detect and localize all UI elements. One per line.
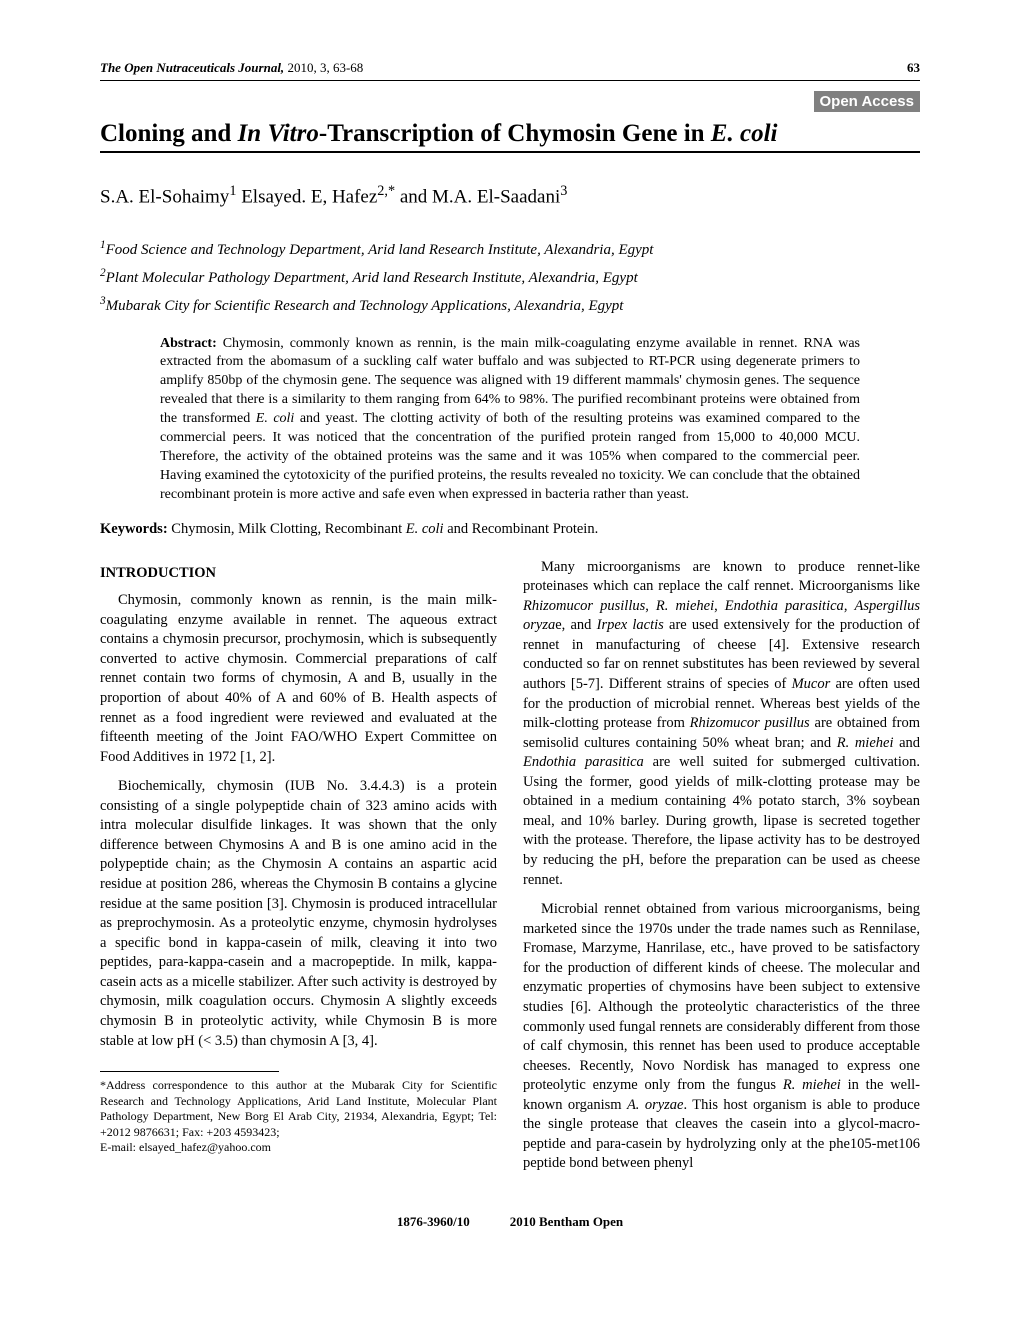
- authors: S.A. El-Sohaimy1 Elsayed. E, Hafez2,* an…: [100, 183, 920, 208]
- article-title: Cloning and In Vitro-Transcription of Ch…: [100, 118, 920, 149]
- abstract-text: Chymosin, commonly known as rennin, is t…: [160, 336, 860, 502]
- keywords-line: Keywords: Chymosin, Milk Clotting, Recom…: [100, 521, 920, 538]
- open-access-wrap: Open Access: [100, 91, 920, 112]
- header-rule: [100, 80, 920, 81]
- correspondence: *Address correspondence to this author a…: [100, 1078, 497, 1156]
- title-part-1: Cloning and: [100, 120, 238, 147]
- title-italic-2: E. coli: [711, 120, 778, 147]
- section-heading-introduction: INTRODUCTION: [100, 564, 497, 584]
- page: The Open Nutraceuticals Journal, 2010, 3…: [0, 0, 1020, 1270]
- left-column: INTRODUCTION Chymosin, commonly known as…: [100, 558, 497, 1184]
- body-columns: INTRODUCTION Chymosin, commonly known as…: [100, 558, 920, 1184]
- paragraph: Many microorganisms are known to produce…: [523, 558, 920, 891]
- affiliation-3: 3Mubarak City for Scientific Research an…: [100, 295, 920, 315]
- keywords-text: Chymosin, Milk Clotting, Recombinant E. …: [168, 521, 599, 537]
- footer: 1876-3960/10 2010 Bentham Open: [100, 1214, 920, 1230]
- footer-issn: 1876-3960/10: [397, 1214, 470, 1230]
- title-rule: [100, 151, 920, 153]
- right-column: Many microorganisms are known to produce…: [523, 558, 920, 1184]
- abstract-label: Abstract:: [160, 336, 217, 351]
- paragraph: Chymosin, commonly known as rennin, is t…: [100, 591, 497, 767]
- title-italic-1: In Vitro: [238, 120, 319, 147]
- affiliation-1: 1Food Science and Technology Department,…: [100, 239, 920, 259]
- running-header: The Open Nutraceuticals Journal, 2010, 3…: [100, 60, 920, 76]
- paragraph: Microbial rennet obtained from various m…: [523, 900, 920, 1174]
- journal-name: The Open Nutraceuticals Journal,: [100, 60, 284, 75]
- journal-title: The Open Nutraceuticals Journal, 2010, 3…: [100, 60, 363, 76]
- affiliation-2: 2Plant Molecular Pathology Department, A…: [100, 267, 920, 287]
- paragraph: Biochemically, chymosin (IUB No. 3.4.4.3…: [100, 777, 497, 1051]
- title-part-2: -Transcription of Chymosin Gene in: [319, 120, 711, 147]
- abstract: Abstract: Chymosin, commonly known as re…: [160, 335, 860, 505]
- page-number: 63: [907, 60, 920, 76]
- keywords-label: Keywords:: [100, 521, 168, 537]
- correspondence-rule: [100, 1071, 279, 1072]
- open-access-badge: Open Access: [814, 91, 921, 112]
- footer-copyright: 2010 Bentham Open: [510, 1214, 623, 1230]
- journal-year-vol: 2010, 3, 63-68: [284, 60, 363, 75]
